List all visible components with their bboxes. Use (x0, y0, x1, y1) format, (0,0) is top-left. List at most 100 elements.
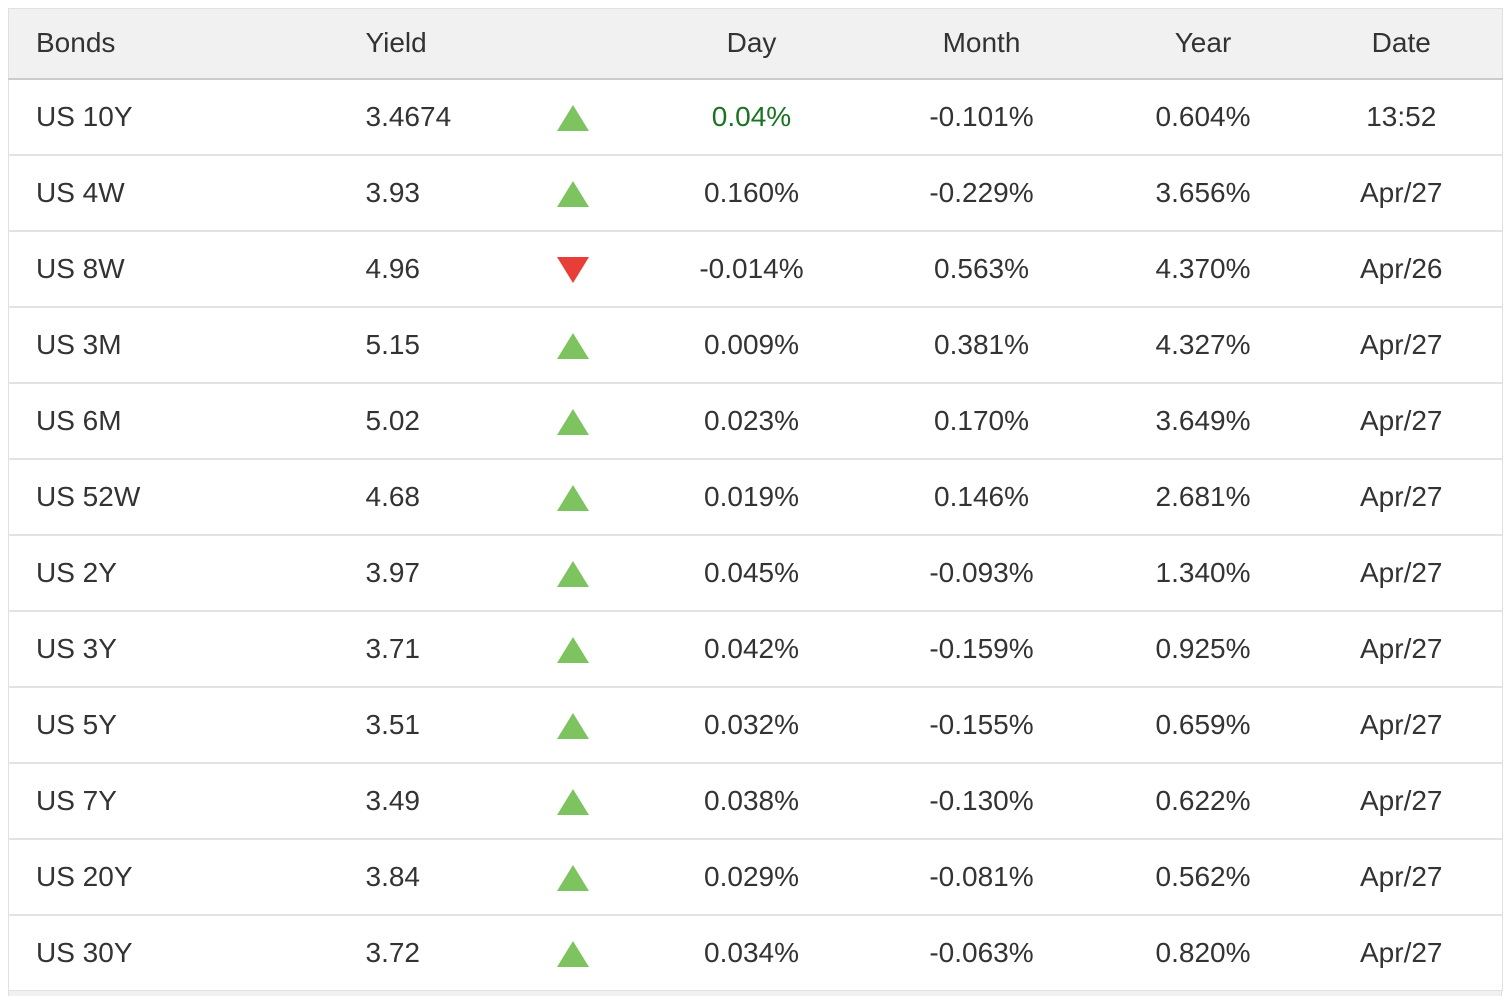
date-value: Apr/27 (1300, 913, 1503, 991)
trend-cell (500, 913, 646, 991)
year-change: 3.649% (1105, 381, 1301, 459)
trend-cell (500, 153, 646, 231)
trend-up-icon (557, 561, 589, 588)
bonds-table: Bonds Yield Day Month Year Date US 10Y 3… (8, 8, 1503, 991)
table-row[interactable]: US 20Y 3.84 0.029% -0.081% 0.562% Apr/27 (8, 837, 1503, 915)
trend-cell (500, 229, 646, 307)
table-row[interactable]: US 4W 3.93 0.160% -0.229% 3.656% Apr/27 (8, 153, 1503, 231)
bond-name[interactable]: US 10Y (36, 100, 133, 132)
table-row[interactable]: US 52W 4.68 0.019% 0.146% 2.681% Apr/27 (8, 457, 1503, 535)
month-change: 0.170% (857, 381, 1106, 459)
table-row[interactable]: US 7Y 3.49 0.038% -0.130% 0.622% Apr/27 (8, 761, 1503, 839)
table-row[interactable]: US 3Y 3.71 0.042% -0.159% 0.925% Apr/27 (8, 609, 1503, 687)
year-change: 1.340% (1105, 533, 1301, 611)
trend-cell (500, 305, 646, 383)
bond-name[interactable]: US 4W (8, 153, 366, 231)
table-row[interactable]: US 2Y 3.97 0.045% -0.093% 1.340% Apr/27 (8, 533, 1503, 611)
date-value: Apr/27 (1300, 457, 1503, 535)
table-row[interactable]: US 8W 4.96 -0.014% 0.563% 4.370% Apr/26 (8, 229, 1503, 307)
date-value: Apr/26 (1300, 229, 1503, 307)
day-change: 0.038% (645, 761, 858, 839)
day-change: 0.019% (645, 457, 858, 535)
bond-name[interactable]: US 8W (8, 229, 366, 307)
trend-up-icon (557, 789, 589, 816)
month-change: 0.381% (857, 305, 1106, 383)
year-change: 0.622% (1105, 761, 1301, 839)
day-change: 0.009% (645, 305, 858, 383)
trend-up-icon (557, 105, 589, 132)
bond-yield: 5.02 (365, 381, 501, 459)
column-header-day[interactable]: Day (645, 8, 858, 80)
column-header-yield[interactable]: Yield (365, 8, 501, 80)
date-value: Apr/27 (1300, 533, 1503, 611)
date-value: Apr/27 (1300, 685, 1503, 763)
year-change: 3.656% (1105, 153, 1301, 231)
trend-up-icon (557, 637, 589, 664)
trend-up-icon (557, 865, 589, 892)
trend-cell (500, 761, 646, 839)
trend-up-icon (557, 713, 589, 740)
trend-cell (500, 381, 646, 459)
day-change: 0.04% (711, 100, 792, 132)
column-header-bonds[interactable]: Bonds (8, 8, 366, 80)
bond-name[interactable]: US 5Y (8, 685, 366, 763)
month-change: 0.563% (857, 229, 1106, 307)
bond-yield: 4.96 (365, 229, 501, 307)
bond-name[interactable]: US 6M (8, 381, 366, 459)
table-row[interactable]: US 10Y 3.4674 0.04% -0.101% 0.604% 13:52 (8, 78, 1503, 155)
day-change: 0.023% (645, 381, 858, 459)
trend-cell (500, 837, 646, 915)
month-change: -0.159% (857, 609, 1106, 687)
column-header-year[interactable]: Year (1105, 8, 1301, 80)
table-row[interactable]: US 3M 5.15 0.009% 0.381% 4.327% Apr/27 (8, 305, 1503, 383)
trend-cell (500, 533, 646, 611)
bond-name[interactable]: US 3M (8, 305, 366, 383)
bond-name[interactable]: US 2Y (8, 533, 366, 611)
year-change: 2.681% (1105, 457, 1301, 535)
trend-down-icon (557, 257, 589, 284)
date-value: Apr/27 (1300, 305, 1503, 383)
bond-yield: 3.49 (365, 761, 501, 839)
year-change: 0.925% (1105, 609, 1301, 687)
date-value: 13:52 (1366, 100, 1437, 132)
table-row[interactable]: US 30Y 3.72 0.034% -0.063% 0.820% Apr/27 (8, 913, 1503, 991)
table-row[interactable]: US 5Y 3.51 0.032% -0.155% 0.659% Apr/27 (8, 685, 1503, 763)
bond-yield: 3.84 (365, 837, 501, 915)
bond-yield: 3.4674 (365, 100, 452, 132)
year-change: 0.820% (1105, 913, 1301, 991)
day-change: -0.014% (645, 229, 858, 307)
month-change: -0.081% (857, 837, 1106, 915)
month-change: -0.063% (857, 913, 1106, 991)
day-change: 0.032% (645, 685, 858, 763)
year-change: 0.659% (1105, 685, 1301, 763)
date-value: Apr/27 (1300, 609, 1503, 687)
year-change: 4.370% (1105, 229, 1301, 307)
trend-cell (500, 685, 646, 763)
month-change: -0.155% (857, 685, 1106, 763)
bond-name[interactable]: US 30Y (8, 913, 366, 991)
table-row[interactable]: US 6M 5.02 0.023% 0.170% 3.649% Apr/27 (8, 381, 1503, 459)
year-change: 4.327% (1105, 305, 1301, 383)
column-header-month[interactable]: Month (857, 8, 1106, 80)
day-change: 0.029% (645, 837, 858, 915)
month-change: -0.229% (857, 153, 1106, 231)
bond-name[interactable]: US 7Y (8, 761, 366, 839)
date-value: Apr/27 (1300, 761, 1503, 839)
bond-name[interactable]: US 3Y (8, 609, 366, 687)
bonds-page: Bonds Yield Day Month Year Date US 10Y 3… (0, 8, 1510, 1004)
month-change: -0.130% (857, 761, 1106, 839)
trend-up-icon (557, 485, 589, 512)
date-value: Apr/27 (1300, 153, 1503, 231)
bond-yield: 3.72 (365, 913, 501, 991)
bond-yield: 3.97 (365, 533, 501, 611)
trend-up-icon (557, 181, 589, 208)
header-row: Bonds Yield Day Month Year Date (8, 8, 1503, 80)
column-header-trend (500, 8, 646, 80)
column-header-date[interactable]: Date (1300, 8, 1503, 80)
year-change: 0.604% (1155, 100, 1251, 132)
bond-name[interactable]: US 20Y (8, 837, 366, 915)
trend-up-icon (557, 409, 589, 436)
trend-cell (500, 457, 646, 535)
bond-name[interactable]: US 52W (8, 457, 366, 535)
date-value: Apr/27 (1300, 381, 1503, 459)
